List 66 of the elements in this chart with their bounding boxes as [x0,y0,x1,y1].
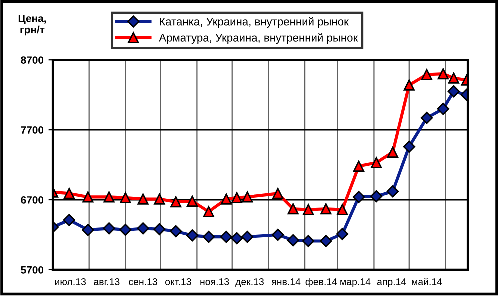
point [232,192,243,204]
x-tick-label: мар.14 [340,278,371,288]
y-tick-label: 5700 [21,266,44,274]
point [438,68,449,80]
point [82,224,94,236]
y-axis-title: Цена, грн/т [18,15,46,36]
point [63,214,76,226]
point [82,192,94,203]
point [154,223,166,236]
point [120,192,132,204]
point [272,228,284,242]
point [186,196,198,207]
point [186,230,199,242]
y-tick-label: 8700 [21,56,44,64]
point [336,228,349,240]
point [230,232,244,245]
x-tick-label: авг.13 [94,278,120,286]
point [288,204,299,215]
x-tick-label: окт.13 [166,278,192,286]
x-tick-label: ноя.13 [200,278,230,286]
point [120,224,132,236]
point [404,80,415,91]
point [203,206,214,218]
x-tick-label: фев.14 [306,278,338,288]
point [103,222,116,235]
point [202,230,216,244]
point [437,102,450,116]
point [104,192,115,203]
point [420,112,434,124]
point [302,235,315,248]
point [64,188,75,200]
point [137,222,150,235]
point [320,204,332,215]
x-tick-label: янв.14 [272,278,301,286]
point [303,204,314,216]
point [448,72,460,84]
y-tick-label: 6700 [21,196,44,204]
point [220,194,232,205]
x-tick-label: сен.13 [129,278,158,286]
point [448,85,460,98]
legend-label: Арматура, Украина, внутренний рынок [159,34,358,44]
point [220,230,233,244]
point [242,230,254,244]
point [386,186,400,198]
x-tick-label: дек.13 [236,278,264,288]
point [371,157,382,168]
point [170,196,182,208]
point [370,190,383,203]
point [138,194,149,205]
point [170,225,182,238]
point [287,234,300,247]
point [352,191,366,204]
point [403,140,416,153]
legend-label: Катанка, Украина, внутренний рынок [160,17,349,28]
point [353,160,365,172]
x-tick-label: май.14 [412,278,442,286]
point [387,146,399,158]
point [272,188,284,200]
point [421,69,433,80]
point [242,192,254,203]
point [320,235,332,248]
x-tick-label: июл.13 [55,278,86,286]
x-tick-label: апр.14 [377,278,406,288]
point [154,194,166,205]
y-tick-label: 7700 [21,126,44,134]
point [337,204,348,216]
